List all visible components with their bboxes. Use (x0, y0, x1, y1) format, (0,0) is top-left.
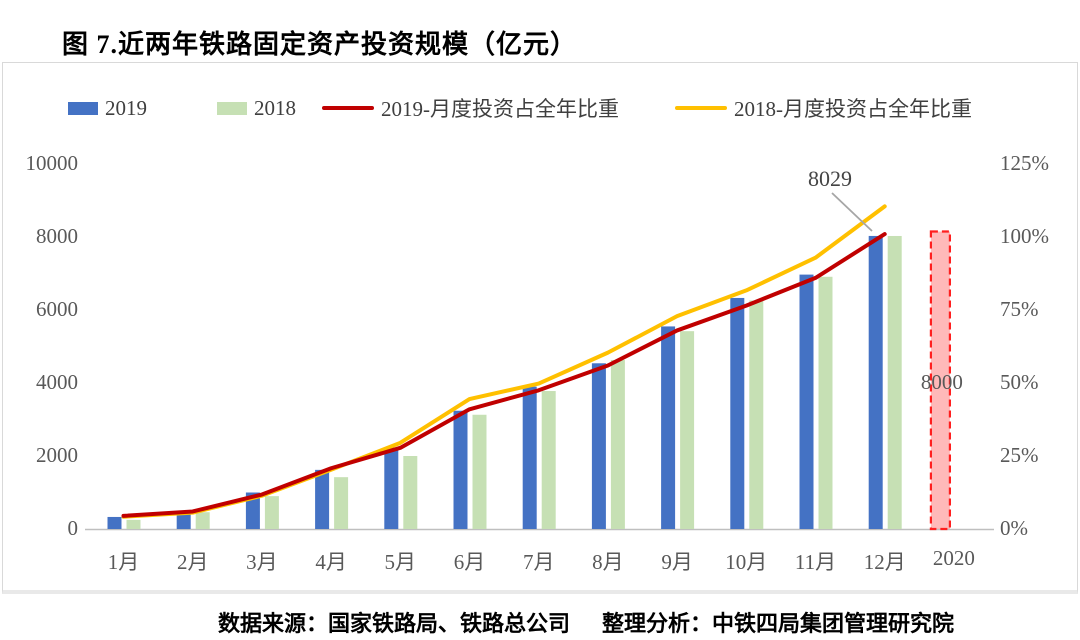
annotation-leader-line (831, 192, 873, 232)
chart-title: 图 7.近两年铁路固定资产投资规模（亿元） (62, 30, 578, 59)
x-axis-label-8月: 8月 (592, 550, 624, 574)
x-axis-label-1月: 1月 (107, 550, 140, 574)
right-axis-tick-25%: 25% (1000, 443, 1039, 467)
forecast-value-label: 8000 (920, 370, 963, 394)
legend-swatch-bar-icon (68, 101, 98, 115)
bar-2019-11月 (799, 274, 814, 529)
right-axis-tick-50%: 50% (1000, 370, 1039, 394)
legend-item-1: 2019 (68, 96, 147, 121)
bar-2018-12月 (887, 235, 902, 529)
bar-2018-5月 (403, 456, 418, 529)
legend-item-3: 2019-月度投资占全年比重 (322, 93, 619, 123)
x-axis-label-11月: 11月 (794, 550, 837, 574)
bar-2018-1月 (126, 519, 141, 529)
bar-2019-1月 (107, 516, 122, 529)
x-axis-label-2020: 2020 (932, 546, 975, 570)
bar-2018-9月 (680, 331, 695, 529)
data-source-text: 数据来源：国家铁路局、铁路总公司 (218, 611, 571, 636)
legend-swatch-bar-icon (217, 101, 247, 115)
bar-2019-9月 (661, 326, 676, 529)
line-2019-percent (121, 232, 887, 518)
bar-2019-4月 (315, 469, 330, 529)
bar-2019-8月 (591, 363, 606, 529)
bar-2019-2月 (176, 512, 191, 529)
x-axis-label-4月: 4月 (315, 550, 347, 574)
line-2018-percent (121, 204, 887, 519)
legend-swatch-line-icon (322, 106, 374, 110)
bar-2018-7月 (541, 391, 556, 529)
right-axis-tick-125%: 125% (1000, 151, 1049, 175)
bar-2019-12月 (868, 235, 883, 529)
x-axis-label-12月: 12月 (863, 550, 906, 574)
left-axis-tick-10000: 10000 (25, 151, 79, 175)
left-axis-tick-0: 0 (67, 516, 79, 540)
x-axis-label-10月: 10月 (725, 550, 768, 574)
x-axis-label-9月: 9月 (661, 550, 693, 574)
right-axis-tick-100%: 100% (1000, 224, 1049, 248)
bar-2018-2月 (195, 512, 210, 529)
bar-2018-3月 (264, 496, 279, 529)
left-axis-tick-8000: 8000 (36, 224, 78, 248)
right-axis-tick-75%: 75% (1000, 297, 1039, 321)
x-axis-label-3月: 3月 (246, 550, 278, 574)
bar-2019-7月 (522, 386, 537, 529)
bar-2019-10月 (730, 297, 745, 529)
left-axis-tick-2000: 2000 (36, 443, 78, 467)
bar-2018-4月 (334, 477, 349, 529)
x-axis-label-6月: 6月 (453, 550, 486, 574)
bar-2018-10月 (749, 300, 764, 529)
bar-2019-6月 (453, 410, 468, 529)
forecast-bar-2020 (929, 230, 952, 531)
legend-item-2: 2018 (217, 96, 296, 121)
x-axis-label-2月: 2月 (176, 550, 209, 574)
legend-label: 2018 (254, 95, 296, 120)
bar-2019-5月 (384, 447, 399, 529)
bar-2019-3月 (245, 492, 260, 529)
footer-source-line: 数据来源：国家铁路局、铁路总公司 整理分析：中铁四局集团管理研究院 (218, 606, 954, 638)
legend-label: 2019 (105, 95, 147, 120)
bar-2018-11月 (818, 276, 833, 529)
legend-swatch-line-icon (675, 106, 727, 110)
legend-item-4: 2018-月度投资占全年比重 (675, 93, 972, 123)
legend-label: 2019-月度投资占全年比重 (381, 97, 619, 121)
left-axis-tick-4000: 4000 (36, 370, 78, 394)
bar-2018-6月 (472, 414, 487, 529)
bar-2018-8月 (610, 360, 625, 529)
chart-legend: 2019 2018 2019-月度投资占全年比重 2018-月度投资占全年比重 (68, 94, 972, 122)
legend-label: 2018-月度投资占全年比重 (734, 97, 972, 121)
x-axis-label-5月: 5月 (384, 550, 417, 574)
x-axis-label-7月: 7月 (522, 550, 555, 574)
annotation-8029: 8029 (808, 166, 852, 191)
left-axis-tick-6000: 6000 (36, 297, 78, 321)
right-axis-tick-0%: 0% (1000, 516, 1028, 540)
analysis-credit-text: 整理分析：中铁四局集团管理研究院 (602, 611, 955, 636)
